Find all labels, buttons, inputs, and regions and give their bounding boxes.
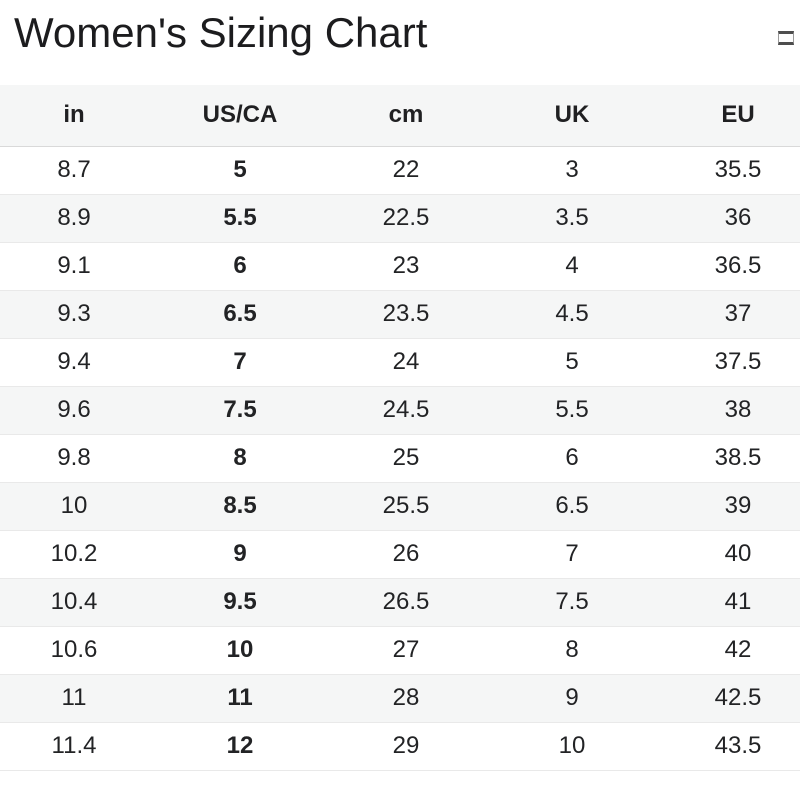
table-cell: 7	[489, 530, 655, 579]
table-cell: 26.5	[323, 578, 489, 627]
table-cell: 4.5	[489, 290, 655, 339]
table-cell: 9.4	[0, 338, 157, 387]
table-cell: 6.5	[489, 482, 655, 531]
table-cell: 10	[489, 722, 655, 771]
table-cell: 39	[655, 482, 800, 531]
table-cell: 7	[157, 338, 323, 387]
table-cell: 22	[323, 146, 489, 195]
table-cell: 10.4	[0, 578, 157, 627]
table-row: 10.2 9 26 7 40	[0, 530, 800, 579]
table-cell: 41	[655, 578, 800, 627]
table-row: 9.1 6 23 4 36.5	[0, 242, 800, 291]
column-header-uk: UK	[489, 85, 655, 147]
table-row: 9.6 7.5 24.5 5.5 38	[0, 386, 800, 435]
table-row: 8.7 5 22 3 35.5	[0, 146, 800, 195]
table-cell: 10	[0, 482, 157, 531]
table-row: 9.8 8 25 6 38.5	[0, 434, 800, 483]
table-cell: 23.5	[323, 290, 489, 339]
table-cell: 9.8	[0, 434, 157, 483]
table-cell: 25.5	[323, 482, 489, 531]
table-cell: 3.5	[489, 194, 655, 243]
table-header: in US/CA cm UK EU	[0, 85, 800, 147]
table-cell: 24	[323, 338, 489, 387]
page-title: Women's Sizing Chart	[14, 9, 428, 56]
table-cell: 9.6	[0, 386, 157, 435]
table-cell: 12	[157, 722, 323, 771]
table-cell: 7.5	[489, 578, 655, 627]
table-row: 10 8.5 25.5 6.5 39	[0, 482, 800, 531]
table-cell: 35.5	[655, 146, 800, 195]
table-cell: 8.5	[157, 482, 323, 531]
table-cell: 8	[157, 434, 323, 483]
column-header-cm: cm	[323, 85, 489, 147]
table-row: 9.3 6.5 23.5 4.5 37	[0, 290, 800, 339]
corner-box-icon[interactable]	[778, 31, 794, 45]
table-row: 11.4 12 29 10 43.5	[0, 722, 800, 771]
table-cell: 9	[157, 530, 323, 579]
table-cell: 8	[489, 626, 655, 675]
table-cell: 10.2	[0, 530, 157, 579]
table-header-row: in US/CA cm UK EU	[0, 85, 800, 147]
table-cell: 38	[655, 386, 800, 435]
column-header-in: in	[0, 85, 157, 147]
table-cell: 42	[655, 626, 800, 675]
table-cell: 11	[0, 674, 157, 723]
table-cell: 10.6	[0, 626, 157, 675]
table-cell: 3	[489, 146, 655, 195]
table-cell: 6	[157, 242, 323, 291]
table-cell: 42.5	[655, 674, 800, 723]
table-cell: 10	[157, 626, 323, 675]
table-cell: 36.5	[655, 242, 800, 291]
column-header-eu: EU	[655, 85, 800, 147]
table-cell: 9.5	[157, 578, 323, 627]
table-cell: 37	[655, 290, 800, 339]
table-cell: 28	[323, 674, 489, 723]
table-body: 8.7 5 22 3 35.5 8.9 5.5 22.5 3.5 36 9.1 6 23 4 36.5 9.3…	[0, 146, 800, 771]
table-row: 10.4 9.5 26.5 7.5 41	[0, 578, 800, 627]
table-cell: 26	[323, 530, 489, 579]
table-cell: 11.4	[0, 722, 157, 771]
table-cell: 5.5	[157, 194, 323, 243]
table-cell: 40	[655, 530, 800, 579]
table-cell: 24.5	[323, 386, 489, 435]
table-cell: 36	[655, 194, 800, 243]
table-cell: 4	[489, 242, 655, 291]
page-header: Women's Sizing Chart	[0, 0, 800, 85]
table-cell: 22.5	[323, 194, 489, 243]
table-cell: 23	[323, 242, 489, 291]
table-cell: 38.5	[655, 434, 800, 483]
table-cell: 9.1	[0, 242, 157, 291]
table-cell: 25	[323, 434, 489, 483]
table-cell: 6	[489, 434, 655, 483]
table-cell: 6.5	[157, 290, 323, 339]
table-cell: 43.5	[655, 722, 800, 771]
table-cell: 5	[157, 146, 323, 195]
table-cell: 9	[489, 674, 655, 723]
table-cell: 8.9	[0, 194, 157, 243]
table-cell: 7.5	[157, 386, 323, 435]
table-row: 9.4 7 24 5 37.5	[0, 338, 800, 387]
table-cell: 5	[489, 338, 655, 387]
table-cell: 8.7	[0, 146, 157, 195]
table-cell: 37.5	[655, 338, 800, 387]
table-cell: 9.3	[0, 290, 157, 339]
table-cell: 11	[157, 674, 323, 723]
table-row: 10.6 10 27 8 42	[0, 626, 800, 675]
column-header-usca: US/CA	[157, 85, 323, 147]
table-row: 11 11 28 9 42.5	[0, 674, 800, 723]
table-cell: 5.5	[489, 386, 655, 435]
table-row: 8.9 5.5 22.5 3.5 36	[0, 194, 800, 243]
sizing-chart-table: in US/CA cm UK EU 8.7 5 22 3 35.5 8.9 5.5 22.5 3…	[0, 85, 800, 771]
table-cell: 29	[323, 722, 489, 771]
table-cell: 27	[323, 626, 489, 675]
